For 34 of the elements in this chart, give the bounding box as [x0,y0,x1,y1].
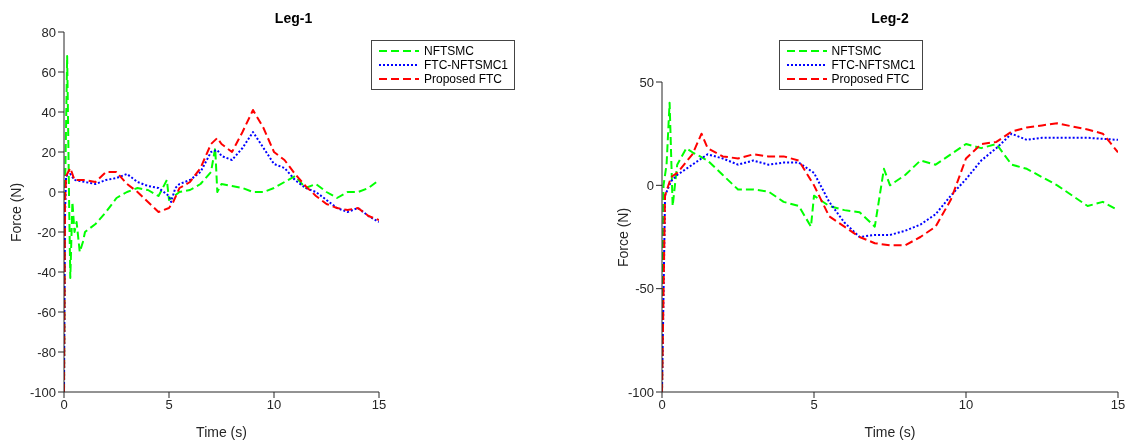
x-tick-label: 5 [810,397,818,413]
y-tick-label: 0 [646,177,654,193]
y-tick-label: 50 [639,74,654,90]
y-tick-label: -100 [29,384,56,400]
legend-label: Proposed FTC [831,72,910,86]
y-axis-title: Force (N) [614,207,631,267]
y-axis-title: Force (N) [7,182,24,242]
legend-label: FTC-NFTSMC1 [831,58,916,72]
legend-label: NFTSMC [424,44,474,58]
x-tick-label: 15 [1110,397,1126,413]
y-tick-label: 80 [41,24,56,40]
y-tick-label: 20 [41,144,56,160]
x-axis-title: Time (s) [864,424,916,440]
x-axis-title: Time (s) [196,424,247,440]
x-tick-label: 0 [658,397,666,413]
x-tick-label: 15 [371,397,387,413]
y-tick-label: 40 [41,104,56,120]
x-tick-label: 10 [266,397,282,413]
legend-label: Proposed FTC [424,72,503,86]
y-tick-label: -20 [37,224,56,240]
legend-label: NFTSMC [831,44,882,58]
legend-label: FTC-NFTSMC1 [424,58,508,72]
y-tick-label: -40 [37,264,56,280]
y-tick-label: -100 [627,384,654,400]
chart-title: Leg-2 [870,10,910,26]
y-tick-label: -60 [37,304,56,320]
x-tick-label: 5 [165,397,173,413]
y-tick-label: 0 [48,184,56,200]
y-tick-label: -80 [37,344,56,360]
y-tick-label: -50 [635,281,654,297]
chart-title: Leg-1 [273,10,314,26]
x-tick-label: 10 [958,397,974,413]
y-tick-label: 60 [41,64,56,80]
x-tick-label: 0 [60,397,68,413]
